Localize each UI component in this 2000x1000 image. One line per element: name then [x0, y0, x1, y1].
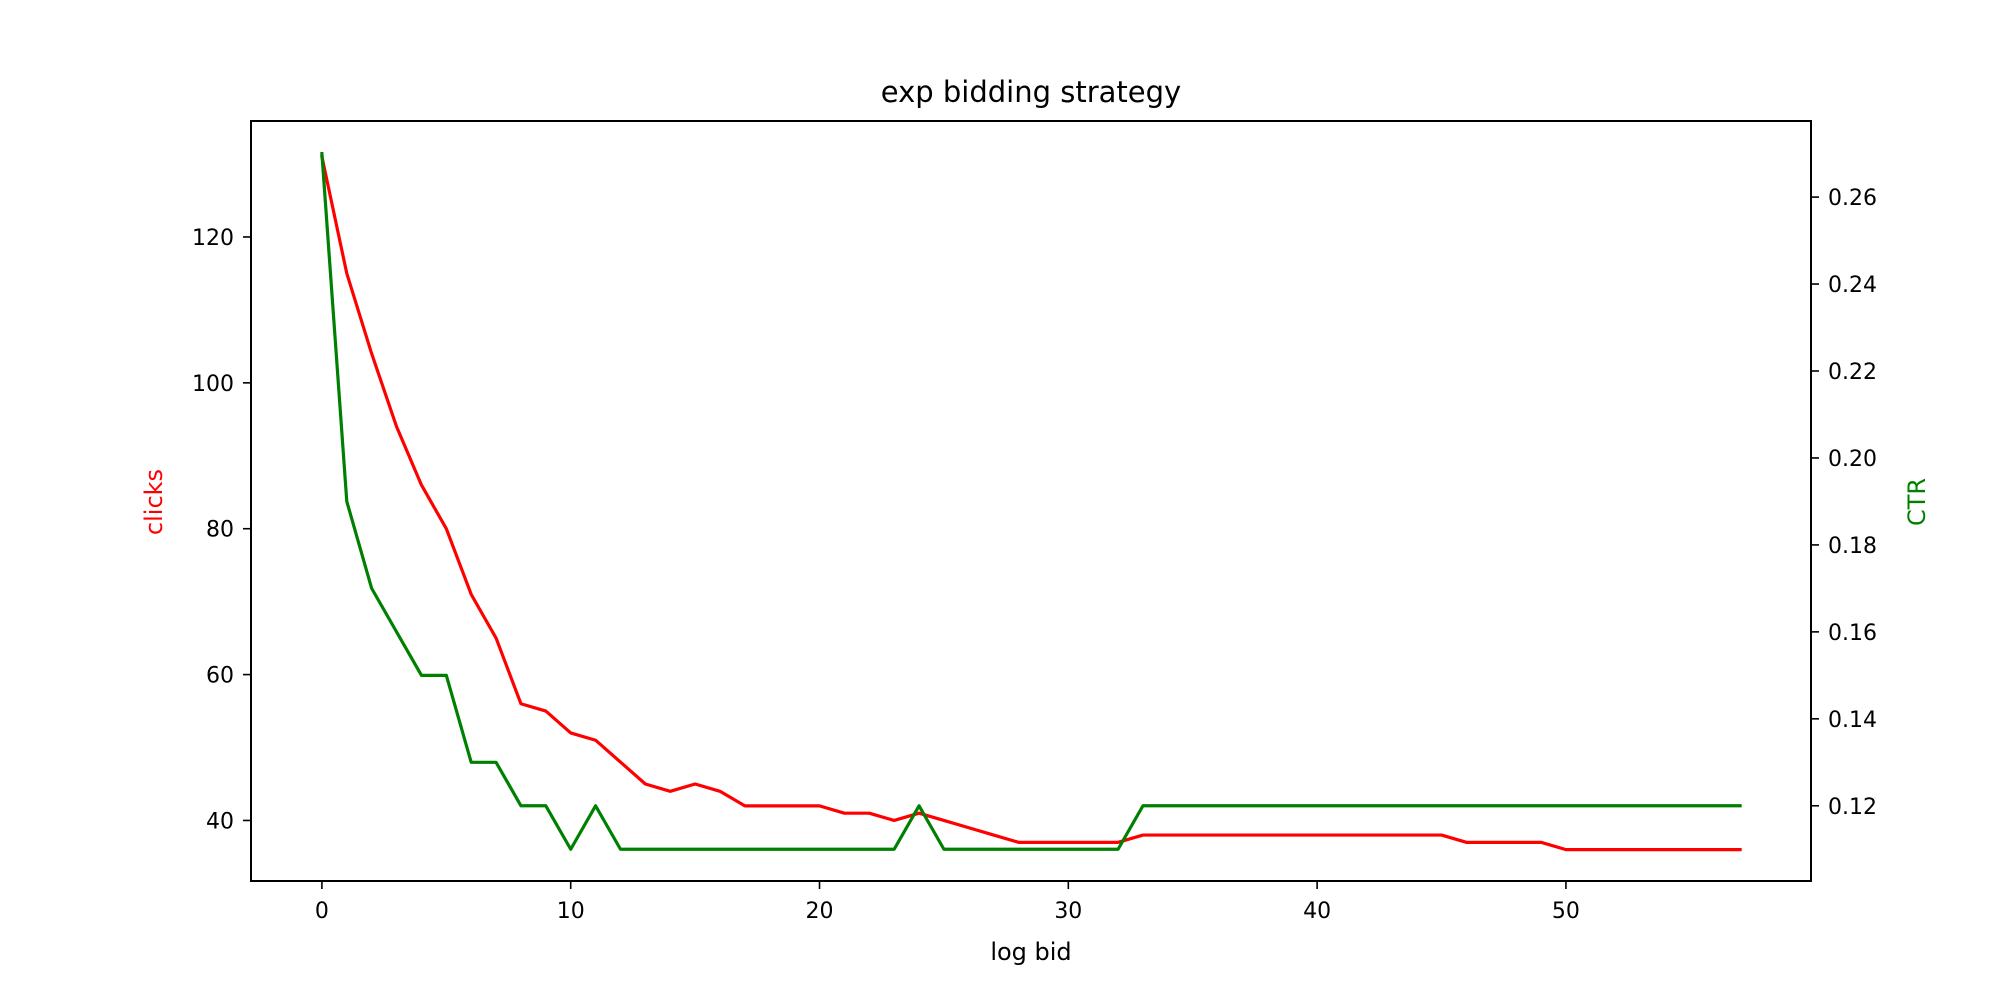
y-right-tick-label: 0.18 — [1828, 534, 1877, 559]
y-axis-left-label: clicks — [140, 469, 168, 535]
x-tick-label: 50 — [1552, 899, 1580, 924]
y-right-tick-label: 0.12 — [1828, 795, 1877, 820]
y-right-tick-label: 0.20 — [1828, 447, 1877, 472]
y-left-tick-label: 80 — [206, 518, 234, 543]
y-right-tick-label: 0.26 — [1828, 186, 1877, 211]
y-left-tick-label: 100 — [192, 372, 234, 397]
x-axis-label: log bid — [990, 938, 1071, 966]
series-layer — [320, 151, 1742, 852]
y-right-tick-label: 0.24 — [1828, 273, 1877, 298]
chart-title: exp bidding strategy — [881, 75, 1181, 109]
x-axis: 0 10 20 30 40 50 — [315, 881, 1580, 924]
y-left-tick-label: 120 — [192, 226, 234, 251]
plot-frame — [250, 120, 1812, 882]
x-tick-label: 0 — [315, 899, 329, 924]
y-axis-right: 0.12 0.14 0.16 0.18 0.20 0.22 0.24 0.26 — [1811, 186, 1877, 820]
y-left-tick-label: 40 — [206, 809, 234, 834]
y-right-tick-label: 0.22 — [1828, 360, 1877, 385]
series-line-clicks — [320, 154, 1742, 852]
y-right-tick-label: 0.14 — [1828, 708, 1877, 733]
x-tick-label: 40 — [1303, 899, 1331, 924]
y-right-tick-label: 0.16 — [1828, 621, 1877, 646]
x-tick-label: 30 — [1054, 899, 1082, 924]
y-axis-left: 40 60 80 100 120 — [192, 226, 251, 834]
y-left-tick-label: 60 — [206, 664, 234, 689]
x-tick-label: 10 — [557, 899, 585, 924]
series-line-ctr — [320, 151, 1742, 851]
x-tick-label: 20 — [806, 899, 834, 924]
y-axis-right-label: CTR — [1903, 478, 1931, 526]
